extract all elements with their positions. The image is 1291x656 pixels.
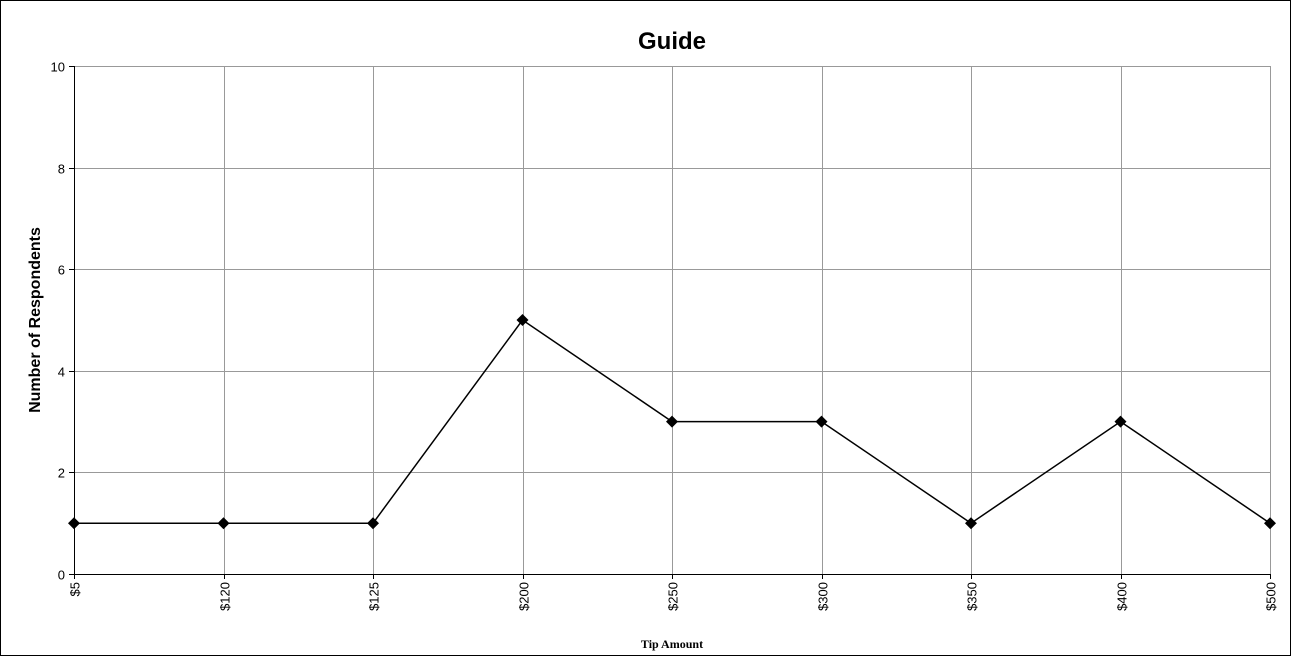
y-tick-label: 6 (58, 263, 65, 278)
x-tick-labels: $5 $120 $125 $200 $250 $300 $350 $400 $500 (68, 582, 1279, 611)
data-point (367, 517, 379, 530)
grid (74, 66, 1271, 574)
x-tick-label: $200 (517, 582, 532, 611)
data-point (666, 415, 678, 428)
x-tick-label: $120 (218, 582, 233, 611)
y-tick-label: 10 (51, 60, 65, 75)
chart-title: Guide (638, 28, 706, 55)
data-point (1114, 415, 1127, 428)
x-tick-label: $300 (816, 582, 831, 611)
y-tick-label: 4 (58, 365, 65, 380)
data-point (516, 314, 529, 326)
x-axis-title: Tip Amount (641, 637, 703, 651)
x-tick-label: $125 (367, 582, 382, 611)
y-tick-label: 0 (58, 568, 65, 583)
y-tick-label: 8 (58, 162, 65, 177)
data-point (965, 517, 977, 530)
data-point (217, 517, 230, 530)
x-tick-label: $250 (666, 582, 681, 611)
y-tick-label: 2 (58, 466, 65, 481)
y-tick-labels: 0 2 4 6 8 10 (51, 60, 65, 583)
data-point (815, 415, 828, 428)
series (68, 314, 1276, 530)
x-tick-label: $5 (68, 582, 83, 596)
axes (69, 66, 1271, 579)
x-tick-label: $350 (965, 582, 980, 611)
data-point (68, 517, 80, 530)
x-tick-label: $400 (1115, 582, 1130, 611)
x-tick-label: $500 (1264, 582, 1279, 611)
y-axis-title: Number of Respondents (27, 227, 44, 413)
data-point (1264, 517, 1276, 530)
